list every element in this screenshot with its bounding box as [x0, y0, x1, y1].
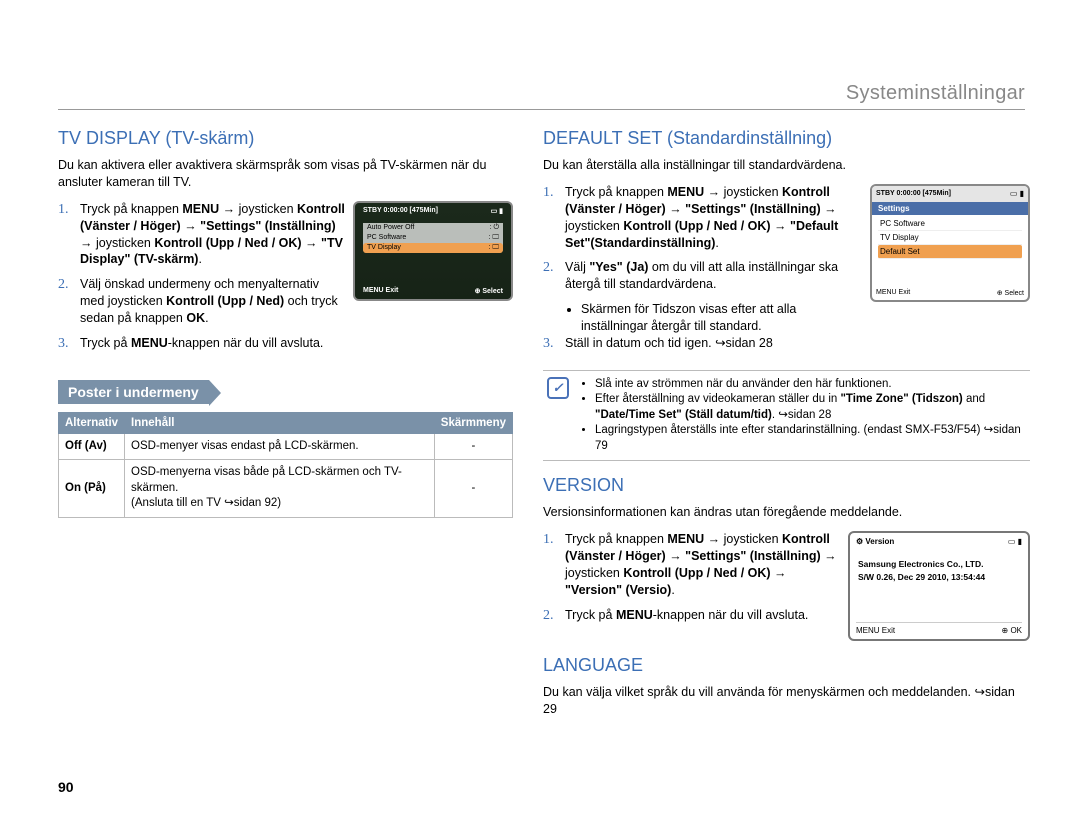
default-set-title: DEFAULT SET (Standardinställning)	[543, 128, 1030, 149]
step-text: Tryck på MENU-knappen när du vill avslut…	[80, 335, 513, 354]
options-table: Alternativ Innehåll Skärmmeny Off (Av) O…	[58, 412, 513, 518]
fig-select: ⊕ Select	[997, 289, 1024, 297]
fig-menu-exit: MENU Exit	[876, 289, 910, 297]
version-intro: Versionsinformationen kan ändras utan fö…	[543, 504, 1030, 521]
fig-row: Auto Power Off: ⏻	[363, 223, 503, 233]
step-text: Tryck på knappen MENU → joysticken Kontr…	[80, 201, 345, 269]
sub-bullet: Skärmen för Tidszon visas efter att alla…	[581, 301, 1030, 335]
step-text: Välj önskad undermeny och menyalternativ…	[80, 276, 345, 327]
table-row: Off (Av) OSD-menyer visas endast på LCD-…	[59, 433, 513, 460]
fig-select: ⊕ Select	[475, 287, 503, 295]
fig-stby: STBY 0:00:00 [475Min]	[876, 190, 951, 197]
th-skarmmeny: Skärmmeny	[434, 412, 512, 433]
step-text: Tryck på MENU-knappen när du vill avslut…	[565, 607, 840, 626]
default-set-steps-cont: 3.Ställ in datum och tid igen. ↪sidan 28	[543, 335, 1030, 354]
language-title: LANGUAGE	[543, 655, 1030, 676]
note-item: Lagringstypen återställs inte efter stan…	[595, 423, 1026, 454]
tv-display-intro: Du kan aktivera eller avaktivera skärmsp…	[58, 157, 513, 191]
default-set-intro: Du kan återställa alla inställningar til…	[543, 157, 1030, 174]
fig-menu-exit: MENU Exit	[856, 626, 895, 635]
fig-row: PC Software	[878, 217, 1022, 231]
note-item: Slå inte av strömmen när du använder den…	[595, 377, 1026, 393]
version-title: VERSION	[543, 475, 1030, 496]
submenu-label: Poster i undermeny	[58, 380, 209, 404]
fig-battery-icon: ▭ ▮	[1008, 537, 1022, 546]
fig-category: Settings	[872, 202, 1028, 215]
tv-display-title: TV DISPLAY (TV-skärm)	[58, 128, 513, 149]
step-text: Välj "Yes" (Ja) om du vill att alla inst…	[565, 259, 862, 293]
note-item: Efter återställning av videokameran stäl…	[595, 392, 1026, 423]
step-text: Tryck på knappen MENU → joysticken Kontr…	[565, 184, 862, 252]
step-text: Ställ in datum och tid igen. ↪sidan 28	[565, 335, 1030, 354]
vfig-line: Samsung Electronics Co., LTD.	[858, 558, 1020, 571]
fig-row: PC Software: 🖵	[363, 233, 503, 243]
th-alternativ: Alternativ	[59, 412, 125, 433]
table-row: On (På) OSD-menyerna visas både på LCD-s…	[59, 460, 513, 518]
fig-stby: STBY 0:00:00 [475Min]	[363, 207, 438, 215]
page-header: Systeminställningar	[846, 82, 1025, 105]
vfig-line: S/W 0.26, Dec 29 2010, 13:54:44	[858, 571, 1020, 584]
fig-row-highlight: Default Set	[878, 245, 1022, 259]
default-set-screenshot: STBY 0:00:00 [475Min] ▭ ▮ Settings PC So…	[870, 184, 1030, 302]
note-icon: ✓	[547, 377, 569, 399]
fig-battery-icon: ▭ ▮	[491, 207, 503, 215]
fig-row-highlight: TV Display: 🖵	[363, 243, 503, 253]
language-body: Du kan välja vilket språk du vill använd…	[543, 684, 1030, 718]
page-number: 90	[58, 779, 74, 795]
th-innehall: Innehåll	[125, 412, 435, 433]
version-screenshot: ⚙ Version ▭ ▮ Samsung Electronics Co., L…	[848, 531, 1030, 641]
fig-row: TV Display	[878, 231, 1022, 245]
fig-menu-exit: MENU Exit	[363, 287, 398, 295]
sub-bullets: Skärmen för Tidszon visas efter att alla…	[581, 301, 1030, 335]
note-box: ✓ Slå inte av strömmen när du använder d…	[543, 370, 1030, 462]
fig-ok: ⊕ OK	[1002, 626, 1022, 635]
step-text: Tryck på knappen MENU → joysticken Kontr…	[565, 531, 840, 599]
fig-battery-icon: ▭ ▮	[1010, 189, 1024, 198]
header-rule	[58, 109, 1025, 110]
tv-display-screenshot: STBY 0:00:00 [475Min] ▭ ▮ Auto Power Off…	[353, 201, 513, 301]
vfig-head: ⚙ Version	[856, 537, 894, 546]
